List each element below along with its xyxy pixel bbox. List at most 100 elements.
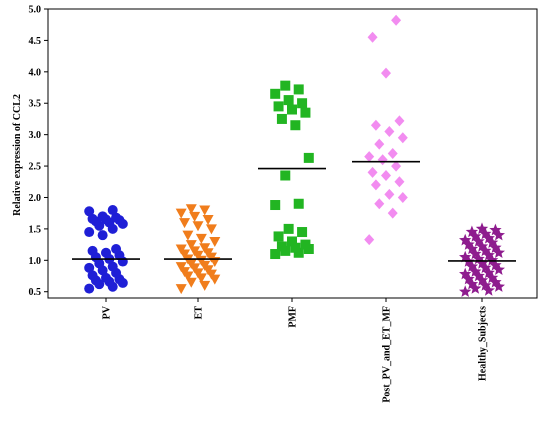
data-point <box>280 80 291 91</box>
data-point <box>374 138 385 150</box>
x-category-label: Post_PV_and_ET_MF <box>382 306 393 403</box>
data-point <box>283 223 294 234</box>
data-point <box>381 67 391 79</box>
data-point <box>391 14 402 26</box>
data-point <box>367 166 378 178</box>
x-category-label: PMF <box>288 306 299 328</box>
data-point <box>97 211 108 222</box>
data-point <box>287 236 297 247</box>
data-point <box>290 242 301 253</box>
data-point <box>394 176 405 188</box>
y-tick-label: 1.0 <box>29 256 42 267</box>
data-point <box>293 198 304 209</box>
y-tick-label: 3.0 <box>29 130 42 141</box>
data-point <box>370 119 381 131</box>
data-point <box>101 272 111 283</box>
data-point <box>276 241 287 252</box>
data-point <box>202 214 214 225</box>
data-point <box>459 250 472 263</box>
x-category-label: ET <box>194 306 205 320</box>
y-tick-label: 3.5 <box>29 99 42 110</box>
data-point <box>101 247 111 258</box>
data-point <box>182 230 194 241</box>
data-point <box>293 247 304 258</box>
y-tick-label: 4.5 <box>29 36 42 47</box>
data-point <box>205 224 217 235</box>
data-point <box>84 283 95 294</box>
y-tick-label: 0.5 <box>29 287 42 298</box>
data-point <box>459 285 472 297</box>
x-axis: PV ET PMF Post_PV_and_ET_MF Healthy_Subjects <box>102 298 489 403</box>
data-point <box>185 204 197 215</box>
data-point <box>175 244 187 255</box>
data-point <box>185 240 197 251</box>
data-point <box>384 126 395 138</box>
data-point <box>87 213 98 224</box>
data-point <box>459 267 472 280</box>
data-point <box>293 84 304 95</box>
median-lines <box>72 160 516 262</box>
data-point <box>179 218 191 229</box>
y-tick-label: 2.5 <box>29 162 42 173</box>
data-point <box>370 179 381 191</box>
data-point <box>270 249 281 260</box>
data-point <box>97 230 108 241</box>
data-point <box>87 245 98 256</box>
data-point <box>107 205 118 216</box>
y-tick-label: 1.5 <box>29 224 42 235</box>
y-tick-label: 2.0 <box>29 193 42 204</box>
data-point <box>391 160 402 172</box>
data-point <box>273 231 284 242</box>
data-point <box>367 31 378 43</box>
data-point <box>199 280 211 291</box>
data-point <box>270 88 281 99</box>
data-point <box>303 152 314 163</box>
data-point <box>394 115 405 127</box>
data-point <box>387 148 398 159</box>
data-point <box>192 221 204 232</box>
data-point <box>283 95 294 106</box>
data-point <box>175 208 187 219</box>
data-point <box>209 236 221 247</box>
data-point <box>287 104 297 115</box>
data-point <box>465 225 479 238</box>
data-point <box>111 212 122 223</box>
data-point <box>397 191 408 203</box>
y-axis-title: Relative expression of CCL2 <box>12 94 23 216</box>
data-point <box>377 154 388 166</box>
data-point <box>175 262 187 273</box>
data-point <box>273 101 284 112</box>
data-point <box>384 188 395 200</box>
data-point <box>381 169 391 181</box>
data-point <box>364 151 375 163</box>
data-point <box>189 211 201 222</box>
data-point <box>87 270 98 281</box>
data-point <box>374 198 385 210</box>
data-point <box>84 262 95 273</box>
x-category-label: Healthy_Subjects <box>478 306 489 381</box>
data-point <box>175 284 187 295</box>
data-point <box>199 205 211 216</box>
data-point <box>364 234 375 246</box>
data-point <box>84 227 95 238</box>
data-point <box>300 107 311 118</box>
data-point <box>290 120 301 131</box>
data-point <box>280 170 291 181</box>
data-point <box>459 233 472 246</box>
y-tick-label: 5.0 <box>29 5 42 16</box>
data-point <box>475 222 489 235</box>
y-axis: 0.5 1.0 1.5 2.0 2.5 3.0 3.5 4.0 4.5 5.0 <box>29 5 48 298</box>
data-point <box>195 233 207 244</box>
x-category-label: PV <box>102 305 113 319</box>
y-tick-label: 4.0 <box>29 67 42 78</box>
data-point <box>107 261 118 272</box>
data-point <box>387 207 398 219</box>
data-point <box>297 98 308 109</box>
data-point <box>199 243 211 254</box>
data-point <box>397 132 408 144</box>
data-point <box>489 223 502 236</box>
data-point <box>276 113 287 124</box>
data-point <box>84 206 95 217</box>
